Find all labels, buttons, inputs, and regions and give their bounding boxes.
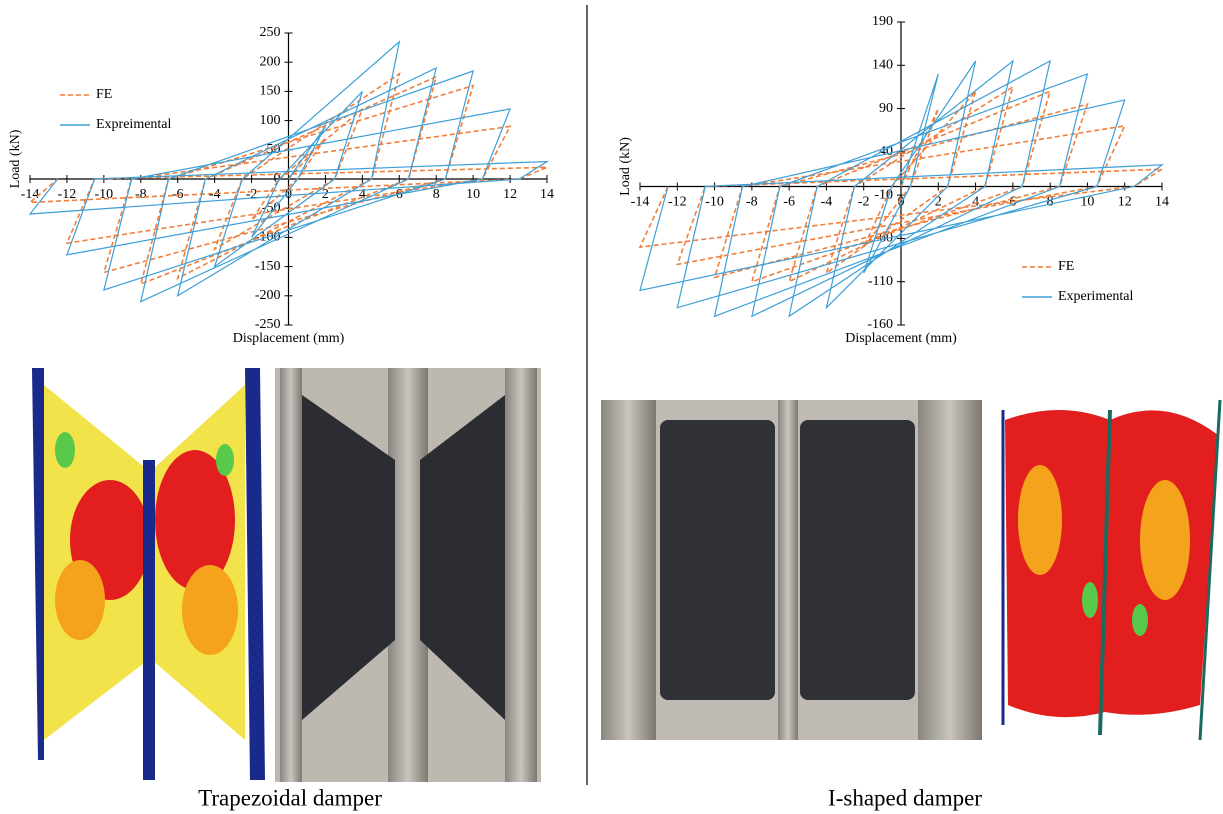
y-tick-label: -150 [255, 259, 281, 274]
x-tick-label: -4 [821, 195, 833, 210]
x-tick-label: 8 [433, 187, 440, 202]
x-tick-label: 14 [1155, 195, 1169, 210]
y-axis-label: Load (kN) [618, 137, 633, 196]
legend-label: Expreimental [96, 117, 172, 132]
x-tick-label: -12 [668, 195, 687, 210]
fe-contour-trapezoidal [32, 368, 265, 780]
x-tick-label: -14 [631, 195, 650, 210]
legend-label: Experimental [1058, 289, 1134, 304]
y-axis-label: Load (kN) [8, 129, 23, 188]
y-tick-label: 90 [879, 101, 893, 116]
x-tick-label: -2 [858, 195, 870, 210]
page: Trapezoidal damper I-shaped damper -14 -1… [0, 0, 1223, 814]
x-tick-label: -8 [746, 195, 758, 210]
legend-label: FE [96, 87, 112, 102]
y-tick-label: -110 [868, 274, 893, 289]
y-tick-label: 100 [260, 113, 281, 128]
y-tick-label: -250 [255, 317, 281, 332]
y-tick-label: 250 [260, 25, 281, 40]
fe-contour-i-shaped [1003, 400, 1220, 740]
x-tick-label: 10 [466, 187, 480, 202]
x-tick-label: -2 [246, 187, 258, 202]
x-tick-label: 12 [503, 187, 517, 202]
figure: Trapezoidal damper I-shaped damper -14 -1… [0, 0, 1223, 814]
x-tick-label: 2 [935, 195, 942, 210]
x-tick-label: -10 [705, 195, 724, 210]
x-axis-label: Displacement (mm) [845, 331, 957, 346]
y-tick-label: 200 [260, 54, 281, 69]
caption: I-shaped damper [828, 785, 982, 810]
photo-i-shaped [601, 400, 982, 740]
x-tick-label: 12 [1118, 195, 1132, 210]
y-tick-label: 190 [872, 14, 893, 29]
x-tick-label: -14 [21, 187, 40, 202]
photo-trapezoidal [275, 368, 541, 782]
x-tick-label: 2 [322, 187, 329, 202]
legend-label: FE [1058, 259, 1074, 274]
y-tick-label: 150 [260, 84, 281, 99]
caption: Trapezoidal damper [198, 785, 382, 810]
x-tick-label: -8 [135, 187, 147, 202]
x-tick-label: 14 [540, 187, 554, 202]
y-tick-label: -160 [867, 317, 893, 332]
x-axis-label: Displacement (mm) [233, 331, 345, 346]
x-tick-label: -6 [783, 195, 795, 210]
y-tick-label: -200 [255, 288, 281, 303]
y-tick-label: 140 [872, 58, 893, 73]
